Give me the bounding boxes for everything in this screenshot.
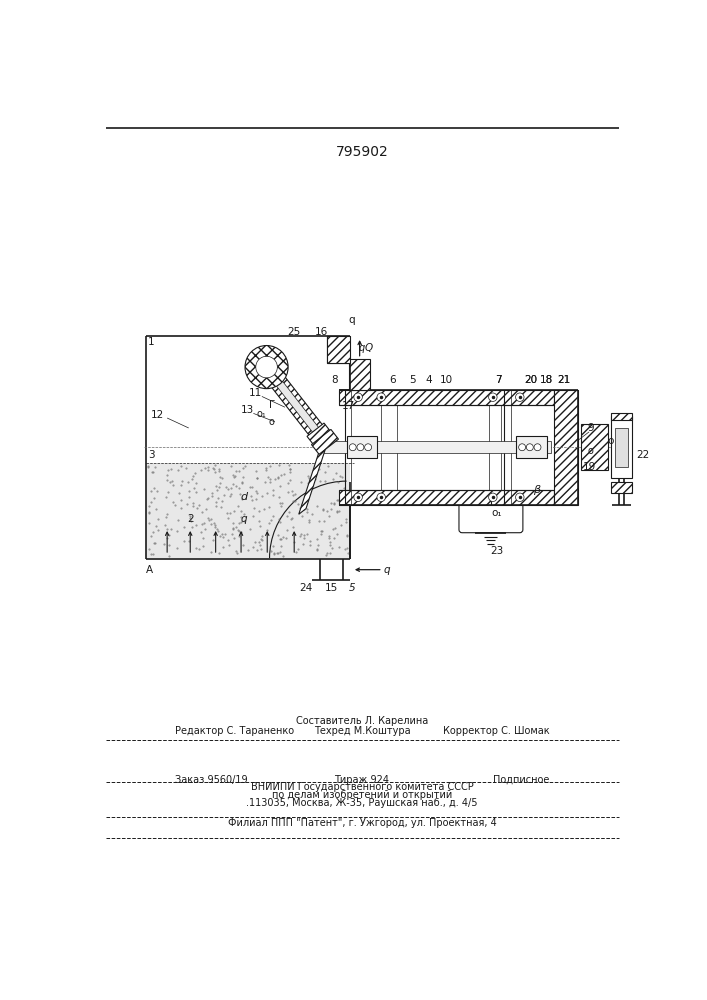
Polygon shape <box>312 429 339 454</box>
Text: Филиал ППП "Патент", г. Ужгород, ул. Проектная, 4: Филиал ППП "Патент", г. Ужгород, ул. Про… <box>228 818 496 828</box>
Text: 21: 21 <box>557 375 571 385</box>
Text: o: o <box>269 417 275 427</box>
Text: 795902: 795902 <box>336 145 388 159</box>
Text: 24: 24 <box>299 583 312 593</box>
Text: 18: 18 <box>540 375 554 385</box>
Text: 15: 15 <box>325 583 338 593</box>
Text: 23: 23 <box>490 546 503 556</box>
Polygon shape <box>339 389 554 405</box>
Text: Редактор С. Тараненко: Редактор С. Тараненко <box>175 726 294 736</box>
Text: Подписное: Подписное <box>493 775 550 785</box>
Text: 8: 8 <box>332 375 339 385</box>
Circle shape <box>377 393 385 401</box>
Text: 11: 11 <box>249 388 262 398</box>
Polygon shape <box>299 439 329 514</box>
Circle shape <box>519 444 525 451</box>
Text: 13: 13 <box>240 405 254 415</box>
Text: ВНИИПИ Государственного комитета СССР: ВНИИПИ Государственного комитета СССР <box>250 782 473 792</box>
Circle shape <box>489 493 497 502</box>
Text: Составитель Л. Карелина: Составитель Л. Карелина <box>296 716 428 726</box>
Text: 1: 1 <box>148 337 154 347</box>
Text: ×: × <box>320 435 331 448</box>
Text: 6: 6 <box>390 375 396 385</box>
Polygon shape <box>554 389 578 505</box>
Text: 7: 7 <box>495 375 501 385</box>
Text: 25: 25 <box>288 327 300 337</box>
Text: Тираж 924: Тираж 924 <box>334 775 390 785</box>
Circle shape <box>515 393 524 401</box>
Text: Q: Q <box>365 343 373 353</box>
FancyBboxPatch shape <box>459 492 523 533</box>
Bar <box>146 463 350 558</box>
Text: 9: 9 <box>588 423 594 433</box>
Circle shape <box>349 444 356 451</box>
Text: Техред М.Коштура: Техред М.Коштура <box>314 726 410 736</box>
Text: 3: 3 <box>148 450 154 460</box>
Text: q: q <box>383 565 390 575</box>
Text: 12: 12 <box>151 410 165 420</box>
Text: 17: 17 <box>342 401 356 411</box>
Polygon shape <box>250 349 332 447</box>
Circle shape <box>354 493 363 502</box>
Text: d: d <box>240 492 247 502</box>
Text: 20: 20 <box>524 375 537 385</box>
Text: q: q <box>359 343 365 353</box>
Circle shape <box>256 356 277 378</box>
Bar <box>611 413 632 420</box>
Text: o: o <box>588 446 594 456</box>
Circle shape <box>515 493 524 502</box>
Text: o₁: o₁ <box>256 409 266 419</box>
Circle shape <box>534 444 541 451</box>
Text: q: q <box>349 315 355 325</box>
Circle shape <box>245 346 288 389</box>
Text: Корректор С. Шомак: Корректор С. Шомак <box>443 726 550 736</box>
Text: Заказ 9560/19: Заказ 9560/19 <box>175 775 247 785</box>
Circle shape <box>354 393 363 401</box>
Text: β: β <box>533 485 540 495</box>
Text: A: A <box>146 565 153 575</box>
Text: 20: 20 <box>524 375 537 385</box>
Text: 10: 10 <box>439 375 452 385</box>
Polygon shape <box>339 490 554 505</box>
Circle shape <box>489 393 497 401</box>
Text: ×: × <box>262 361 271 374</box>
Bar <box>324 441 551 453</box>
Bar <box>581 424 608 470</box>
Text: q: q <box>241 514 247 524</box>
Text: o: o <box>607 436 614 446</box>
Text: 19: 19 <box>583 462 596 472</box>
Bar <box>516 436 547 458</box>
Text: 18: 18 <box>540 375 554 385</box>
Bar <box>611 482 632 493</box>
Polygon shape <box>264 365 328 444</box>
Text: по делам изобретений и открытий: по делам изобретений и открытий <box>271 790 452 800</box>
Text: .113035, Москва, Ж-35, Раушская наб., д. 4/5: .113035, Москва, Ж-35, Раушская наб., д.… <box>246 798 478 808</box>
Circle shape <box>526 444 533 451</box>
Text: 21: 21 <box>557 375 571 385</box>
Circle shape <box>357 444 364 451</box>
Polygon shape <box>307 423 334 448</box>
Text: 2: 2 <box>187 514 194 524</box>
Bar <box>346 436 378 458</box>
Bar <box>614 428 629 466</box>
Circle shape <box>365 444 372 451</box>
Bar <box>349 359 370 389</box>
Text: 22: 22 <box>636 450 649 460</box>
Circle shape <box>377 493 385 502</box>
Text: 4: 4 <box>426 375 432 385</box>
Text: o₁: o₁ <box>491 508 502 518</box>
Text: Γ: Γ <box>269 400 275 410</box>
Bar <box>611 416 632 478</box>
Text: 16: 16 <box>315 327 328 337</box>
Polygon shape <box>327 336 351 363</box>
Text: 5: 5 <box>409 375 415 385</box>
Text: 7: 7 <box>495 375 501 385</box>
Text: 14: 14 <box>259 371 272 381</box>
Text: 5: 5 <box>349 583 355 593</box>
